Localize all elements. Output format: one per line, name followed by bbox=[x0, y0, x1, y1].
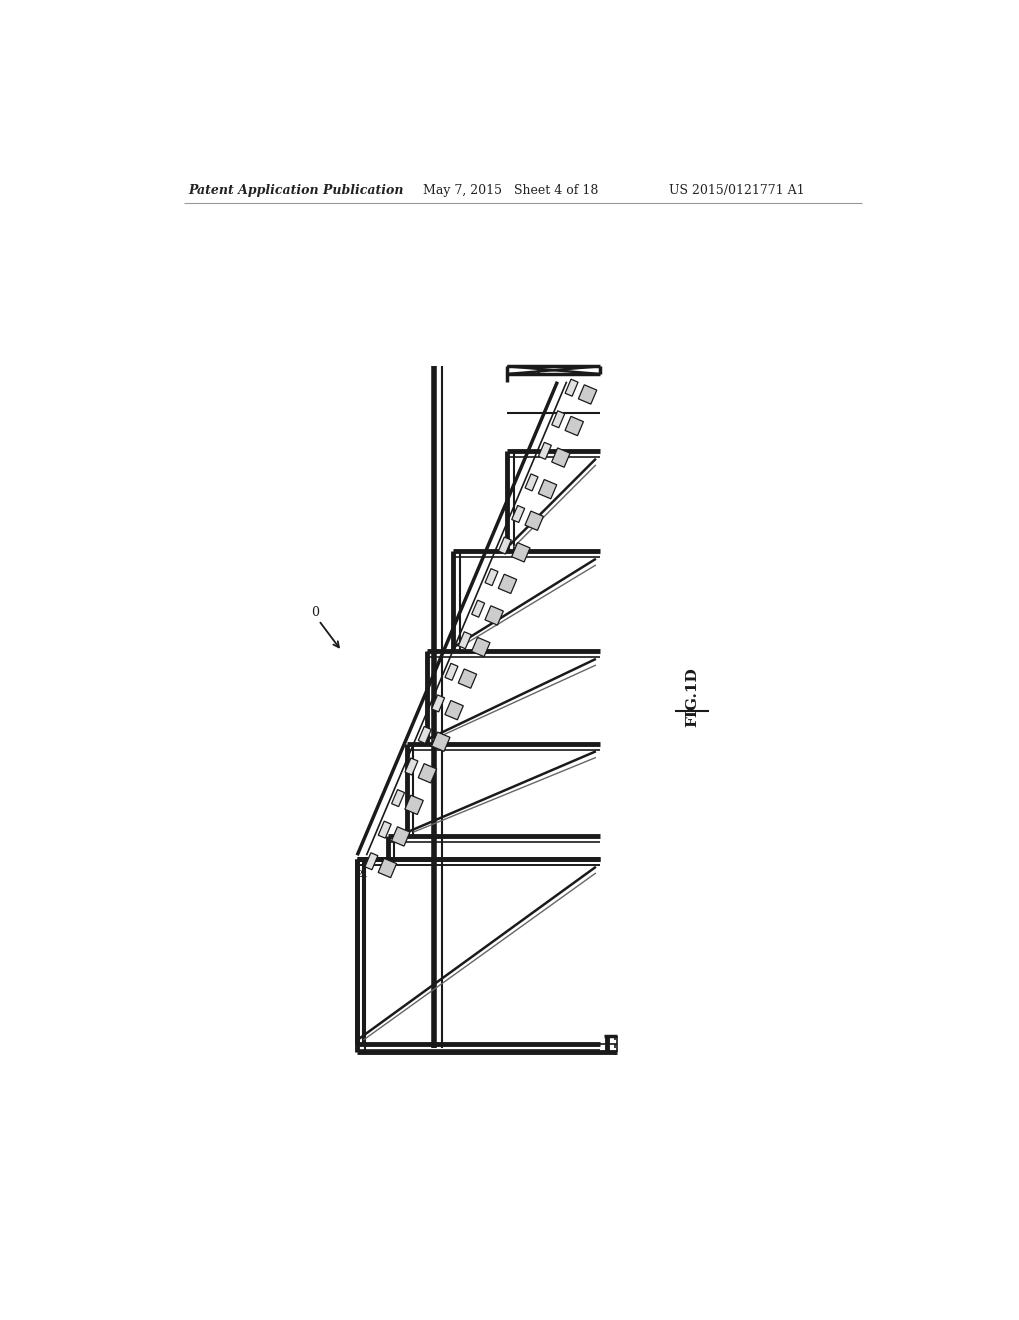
Polygon shape bbox=[378, 821, 391, 838]
Polygon shape bbox=[578, 385, 596, 404]
Polygon shape bbox=[365, 853, 377, 870]
Polygon shape bbox=[565, 416, 583, 436]
Polygon shape bbox=[444, 701, 463, 719]
Polygon shape bbox=[538, 442, 551, 459]
Polygon shape bbox=[418, 764, 436, 783]
Polygon shape bbox=[484, 606, 502, 626]
Polygon shape bbox=[391, 826, 410, 846]
Text: Patent Application Publication: Patent Application Publication bbox=[187, 185, 403, 197]
Polygon shape bbox=[458, 632, 471, 648]
Text: FIG.1D: FIG.1D bbox=[685, 668, 698, 727]
Polygon shape bbox=[512, 506, 524, 523]
Polygon shape bbox=[538, 479, 556, 499]
Polygon shape bbox=[405, 758, 418, 775]
Polygon shape bbox=[525, 511, 543, 531]
Polygon shape bbox=[551, 411, 565, 428]
Text: US 2015/0121771 A1: US 2015/0121771 A1 bbox=[668, 185, 804, 197]
Polygon shape bbox=[471, 638, 489, 656]
Polygon shape bbox=[485, 569, 497, 586]
Text: 21: 21 bbox=[356, 870, 369, 879]
Polygon shape bbox=[458, 669, 476, 688]
Polygon shape bbox=[391, 789, 405, 807]
Polygon shape bbox=[565, 379, 578, 396]
Polygon shape bbox=[418, 726, 431, 743]
Polygon shape bbox=[498, 537, 511, 554]
Polygon shape bbox=[551, 447, 570, 467]
Polygon shape bbox=[498, 574, 517, 594]
Text: 0: 0 bbox=[311, 606, 319, 619]
Polygon shape bbox=[444, 664, 458, 680]
Polygon shape bbox=[471, 601, 484, 618]
Polygon shape bbox=[525, 474, 537, 491]
Polygon shape bbox=[431, 694, 444, 711]
Polygon shape bbox=[512, 543, 530, 562]
Polygon shape bbox=[378, 858, 396, 878]
Polygon shape bbox=[405, 795, 423, 814]
Polygon shape bbox=[431, 733, 449, 751]
Text: May 7, 2015   Sheet 4 of 18: May 7, 2015 Sheet 4 of 18 bbox=[422, 185, 597, 197]
